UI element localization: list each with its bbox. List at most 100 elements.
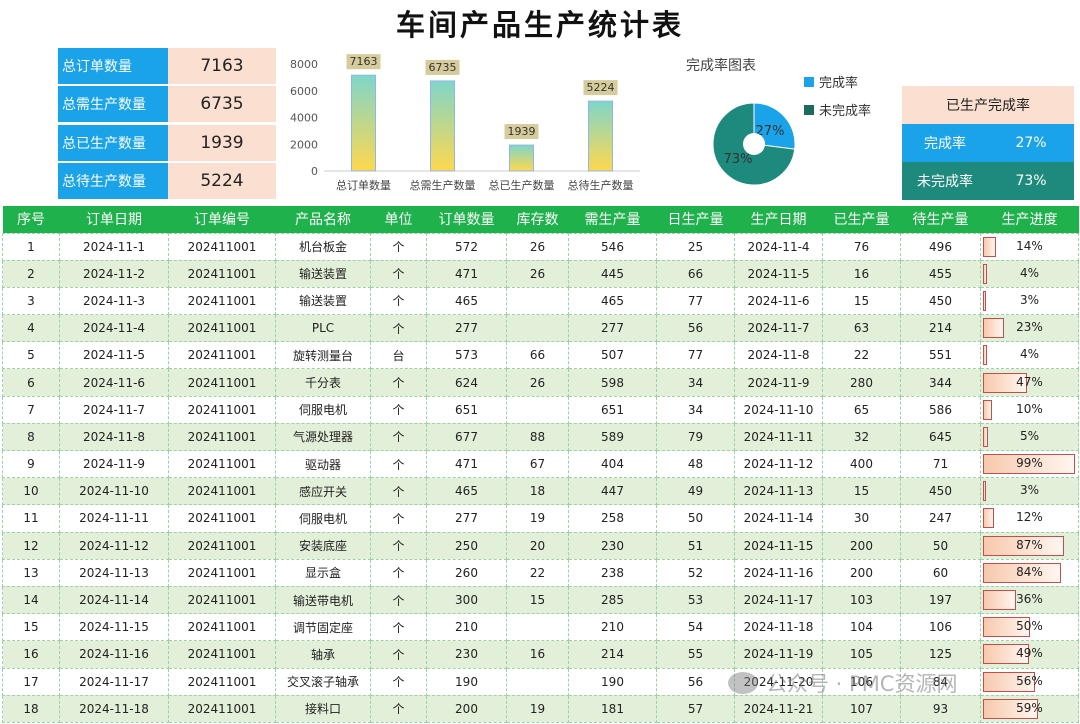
table-cell: 66 xyxy=(656,259,735,288)
column-header[interactable]: 待生产量 xyxy=(900,206,981,233)
table-cell: 18 xyxy=(506,477,569,506)
summary-total-required: 总需生产数量 6735 xyxy=(58,86,276,122)
table-row[interactable]: 18 2024-11-18 202411001 接料口个 200 19 181 57 2024-… xyxy=(2,694,1079,723)
table-row[interactable]: 15 2024-11-15 202411001 调节固定座个 210 210 54 2024-… xyxy=(2,613,1079,642)
table-cell: 197 xyxy=(900,585,981,615)
y-tick-label: 8000 xyxy=(290,58,318,71)
page-title: 车间产品生产统计表 xyxy=(395,8,684,42)
column-header[interactable]: 单位 xyxy=(370,206,427,233)
column-header[interactable]: 序号 xyxy=(2,206,60,233)
table-cell: 450 xyxy=(900,477,981,506)
y-tick-label: 6000 xyxy=(290,85,318,98)
table-cell: 8 xyxy=(2,422,60,452)
column-header[interactable]: 生产日期 xyxy=(734,206,823,233)
table-cell: 202411001 xyxy=(168,531,276,560)
data-label-bg xyxy=(504,124,539,140)
progress-fill xyxy=(983,617,1030,638)
table-cell: 2024-11-12 xyxy=(734,449,823,479)
table-cell: 202411001 xyxy=(168,477,276,506)
column-header[interactable]: 订单编号 xyxy=(168,206,276,233)
table-cell: 53 xyxy=(656,585,735,615)
column-header[interactable]: 需生产量 xyxy=(568,206,657,233)
progress-fill xyxy=(983,345,987,366)
pie-label: 73% xyxy=(724,152,753,167)
table-cell: 65 xyxy=(822,395,901,424)
table-cell: 19 xyxy=(506,694,569,723)
table-cell: 202411001 xyxy=(168,314,276,343)
progress-cell: 49% xyxy=(980,640,1079,669)
table-cell: 2024-11-10 xyxy=(59,477,169,506)
table-cell: 200 xyxy=(426,694,507,723)
table-row[interactable]: 9 2024-11-9 202411001 驱动器个 471 67 404 48 2024-11… xyxy=(2,449,1079,479)
column-header[interactable]: 已生产量 xyxy=(822,206,901,233)
table-cell: 52 xyxy=(656,558,735,587)
table-row[interactable]: 2 2024-11-2 202411001 输送装置个 471 26 445 66 2024-1… xyxy=(2,259,1079,288)
table-cell: 2024-11-7 xyxy=(59,395,169,424)
table-row[interactable]: 4 2024-11-4 202411001 PLC 个 277 277 56 2024-11-7… xyxy=(2,314,1079,343)
table-row[interactable]: 11 2024-11-11 202411001 伺服电机个 277 19 258 50 2024… xyxy=(2,504,1079,533)
column-header[interactable]: 产品名称 xyxy=(275,206,371,233)
table-cell: 277 xyxy=(426,504,507,533)
table-cell: 63 xyxy=(822,314,901,343)
table-cell: 200 xyxy=(822,531,901,560)
table-row[interactable]: 7 2024-11-7 202411001 伺服电机个 651 651 34 2024-11-… xyxy=(2,395,1079,424)
table-cell: 个 xyxy=(370,531,427,560)
table-row[interactable]: 6 2024-11-6 202411001 千分表个 624 26 598 34 2024-11… xyxy=(2,368,1079,397)
column-header[interactable]: 日生产量 xyxy=(656,206,735,233)
progress-fill xyxy=(983,372,1027,393)
table-row[interactable]: 14 2024-11-14 202411001 输送带电机个 300 15 285 53 202… xyxy=(2,585,1079,615)
table-cell: 旋转测量台 xyxy=(275,341,371,370)
table-cell: 67 xyxy=(506,449,569,479)
table-cell: 个 xyxy=(370,667,427,696)
table-cell: 79 xyxy=(656,422,735,452)
progress-fill xyxy=(983,290,986,311)
bar xyxy=(430,80,455,172)
table-row[interactable]: 1 2024-11-1 202411001 机台板金个 572 26 546 25 2024-1… xyxy=(2,232,1079,261)
table-cell: 2024-11-5 xyxy=(59,341,169,370)
table-cell: 接料口 xyxy=(275,694,371,723)
table-cell: 3 xyxy=(2,286,60,316)
table-cell: 546 xyxy=(568,232,657,261)
summary-total-produced: 总已生产数量 1939 xyxy=(58,125,276,161)
table-cell: 71 xyxy=(900,449,981,479)
table-cell: 2024-11-9 xyxy=(59,449,169,479)
column-header[interactable]: 库存数 xyxy=(506,206,569,233)
table-row[interactable]: 3 2024-11-3 202411001 输送装置个 465 465 77 2024-11-… xyxy=(2,286,1079,316)
table-cell: 个 xyxy=(370,477,427,506)
column-header[interactable]: 生产进度 xyxy=(980,206,1079,233)
table-row[interactable]: 16 2024-11-16 202411001 轴承个 230 16 214 55 2024-1… xyxy=(2,640,1079,669)
table-cell: 个 xyxy=(370,232,427,261)
progress-cell: 4% xyxy=(980,341,1079,370)
table-cell: 190 xyxy=(568,667,657,696)
table-cell: 安装底座 xyxy=(275,531,371,560)
progress-text: 36% xyxy=(1016,592,1043,607)
column-header[interactable]: 订单日期 xyxy=(59,206,169,233)
progress-bar: 3% xyxy=(983,480,1076,502)
progress-bar: 99% xyxy=(983,453,1076,475)
table-cell: 200 xyxy=(822,558,901,587)
table-cell: 55 xyxy=(656,640,735,669)
table-cell: 输送装置 xyxy=(275,286,371,316)
table-row[interactable]: 10 2024-11-10 202411001 感应开关个 465 18 447 49 2024… xyxy=(2,477,1079,506)
table-cell: 2024-11-18 xyxy=(734,613,823,642)
table-cell: 93 xyxy=(900,694,981,723)
table-cell: 471 xyxy=(426,259,507,288)
table-cell: 230 xyxy=(426,640,507,669)
table-row[interactable]: 13 2024-11-13 202411001 显示盒个 260 22 238 52 2024-… xyxy=(2,558,1079,587)
progress-bar: 5% xyxy=(983,426,1076,448)
table-cell: 598 xyxy=(568,368,657,397)
table-row[interactable]: 5 2024-11-5 202411001 旋转测量台台 573 66 507 77 2024-… xyxy=(2,341,1079,370)
progress-cell: 12% xyxy=(980,504,1079,533)
table-cell: 台 xyxy=(370,341,427,370)
data-label-bg xyxy=(346,54,381,70)
y-tick-label: 4000 xyxy=(290,112,318,125)
progress-text: 12% xyxy=(1016,510,1043,525)
table-cell: 202411001 xyxy=(168,395,276,424)
table-cell: 50 xyxy=(900,531,981,560)
table-cell: 104 xyxy=(822,613,901,642)
data-label: 6735 xyxy=(429,61,457,74)
column-header[interactable]: 订单数量 xyxy=(426,206,507,233)
table-row[interactable]: 12 2024-11-12 202411001 安装底座个 250 20 230 51 2024… xyxy=(2,531,1079,560)
table-row[interactable]: 8 2024-11-8 202411001 气源处理器个 677 88 589 79 2024-… xyxy=(2,422,1079,452)
table-cell: 105 xyxy=(822,640,901,669)
